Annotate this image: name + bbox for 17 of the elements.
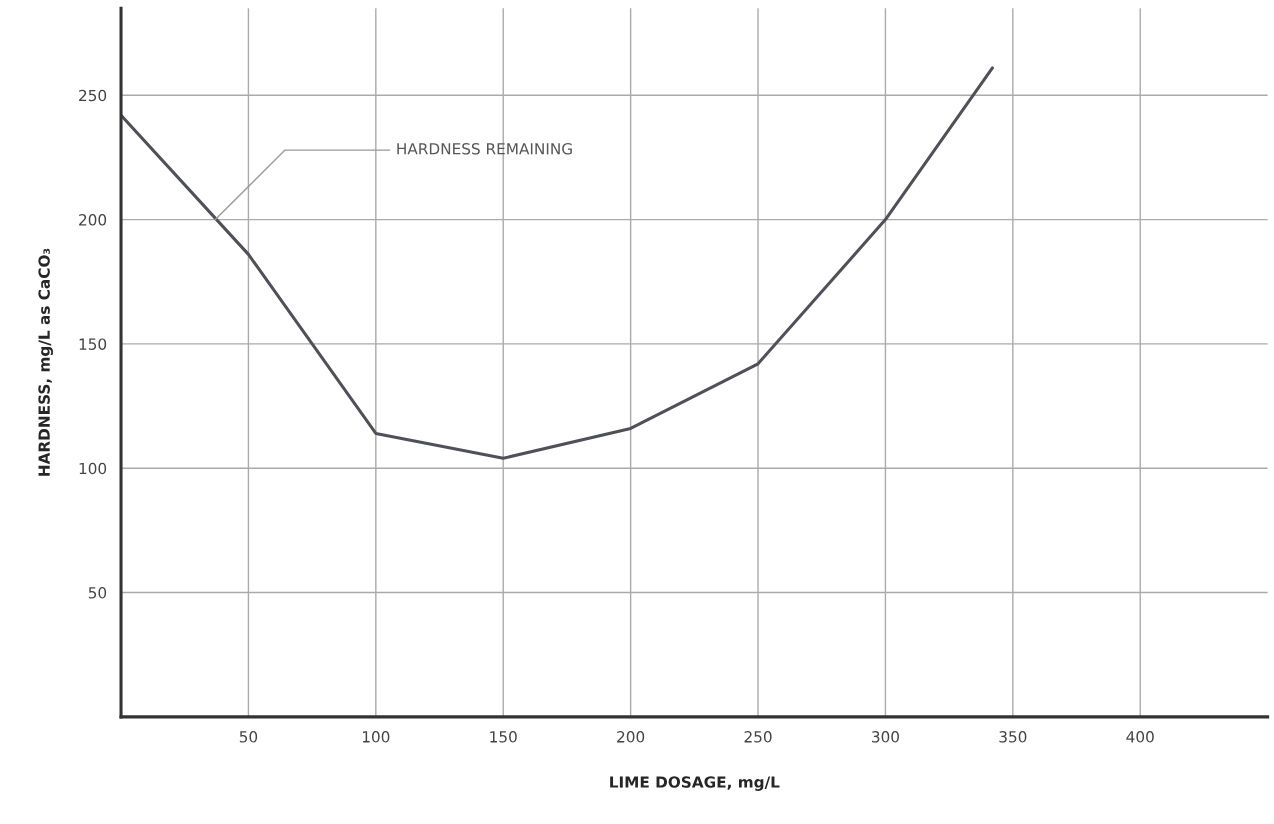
x-tick-label: 300 bbox=[872, 731, 899, 743]
x-tick-label: 250 bbox=[744, 731, 772, 743]
annotation: HARDNESS REMAINING bbox=[397, 143, 572, 155]
y-tick-label: 200 bbox=[79, 214, 107, 226]
y-tick-label: 250 bbox=[79, 89, 107, 102]
x-tick-label: 200 bbox=[617, 731, 645, 743]
x-axis-title: LIME DOSAGE, mg/L bbox=[610, 776, 780, 791]
y-tick-label: 50 bbox=[88, 587, 107, 599]
y-tick-label: 150 bbox=[79, 338, 107, 350]
x-tick-label: 50 bbox=[239, 731, 258, 743]
x-tick-label: 400 bbox=[1126, 731, 1154, 743]
line-series bbox=[121, 66, 994, 460]
y-tick-label: 100 bbox=[79, 462, 107, 475]
x-tick-label: 150 bbox=[490, 731, 517, 743]
x-tick-label: 350 bbox=[999, 731, 1027, 743]
x-tick-label: 100 bbox=[362, 731, 390, 743]
y-axis-title: HARDNESS, mg/L as CaCO₃ bbox=[38, 248, 53, 476]
